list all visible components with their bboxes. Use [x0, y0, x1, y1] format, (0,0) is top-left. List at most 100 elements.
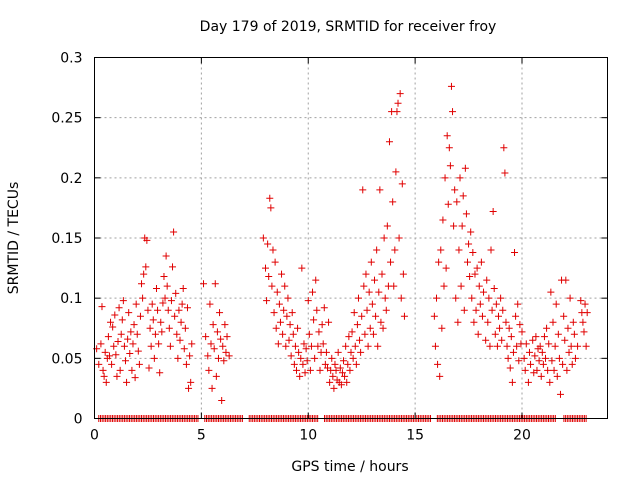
data-point: [321, 360, 329, 368]
data-point: [315, 328, 323, 336]
data-point: [459, 192, 467, 200]
y-tick-label: 0.2: [60, 171, 82, 187]
data-point: [305, 330, 313, 338]
data-point: [280, 306, 288, 314]
x-tick-label: 0: [90, 428, 99, 444]
y-tick-label: 0.3: [60, 51, 82, 67]
data-point: [163, 282, 171, 290]
data-point: [330, 384, 338, 392]
data-point: [346, 366, 354, 374]
data-point: [353, 321, 361, 329]
data-point: [472, 306, 480, 314]
data-point: [331, 360, 339, 368]
data-point: [348, 328, 356, 336]
data-point: [498, 336, 506, 344]
data-point: [177, 318, 185, 326]
data-point: [514, 300, 522, 308]
data-point: [159, 299, 167, 307]
y-axis-label: SRMTID / TECUs: [6, 182, 22, 295]
data-point: [150, 354, 158, 362]
data-point: [175, 306, 183, 314]
data-point: [347, 348, 355, 356]
y-tick-label: 0: [74, 412, 83, 428]
data-point: [522, 340, 530, 348]
data-point: [396, 90, 404, 98]
data-point: [478, 312, 486, 320]
data-point: [134, 347, 142, 355]
data-point: [451, 186, 459, 194]
data-point: [473, 264, 481, 272]
data-point: [306, 366, 314, 374]
data-point: [267, 204, 275, 212]
data-point: [301, 369, 309, 377]
data-point: [439, 216, 447, 224]
data-point: [476, 300, 484, 308]
data-point: [297, 354, 305, 362]
data-point: [392, 168, 400, 176]
data-point: [565, 348, 573, 356]
data-point: [580, 328, 588, 336]
data-point: [365, 288, 373, 296]
data-point: [351, 342, 359, 350]
data-point: [446, 162, 454, 170]
data-point: [562, 276, 570, 284]
data-point: [181, 324, 189, 332]
data-point: [342, 342, 350, 350]
data-point: [362, 270, 370, 278]
data-point: [278, 270, 286, 278]
data-point: [496, 324, 504, 332]
data-point: [100, 372, 108, 380]
x-tick-label: 5: [197, 428, 206, 444]
data-point: [169, 263, 177, 271]
data-point: [174, 354, 182, 362]
data-point: [535, 357, 543, 365]
data-point: [506, 364, 514, 372]
data-point: [291, 342, 299, 350]
data-point: [444, 200, 452, 208]
data-point: [179, 285, 187, 293]
data-point: [338, 369, 346, 377]
data-point: [352, 360, 360, 368]
data-point: [101, 348, 109, 356]
data-point: [360, 282, 368, 290]
data-point: [521, 366, 529, 374]
data-point: [363, 306, 371, 314]
y-tick-label: 0.05: [51, 351, 82, 367]
data-point: [482, 336, 490, 344]
data-point: [516, 321, 524, 329]
data-point: [116, 366, 124, 374]
data-point: [490, 285, 498, 293]
data-point: [380, 234, 388, 242]
data-point: [560, 312, 568, 320]
data-point: [204, 352, 212, 360]
data-point: [366, 324, 374, 332]
data-point: [220, 357, 228, 365]
data-point: [438, 324, 446, 332]
data-point: [531, 352, 539, 360]
data-point: [371, 276, 379, 284]
data-point: [452, 294, 460, 302]
y-tick-label: 0.1: [60, 291, 82, 307]
data-point: [120, 342, 128, 350]
data-point: [322, 348, 330, 356]
data-point: [475, 282, 483, 290]
data-point: [187, 378, 195, 386]
data-point: [272, 324, 280, 332]
data-point: [271, 258, 279, 266]
data-point: [361, 330, 369, 338]
data-point: [564, 324, 572, 332]
data-point: [129, 340, 137, 348]
data-point: [581, 300, 589, 308]
data-point: [379, 324, 387, 332]
data-point: [391, 246, 399, 254]
data-point: [468, 294, 476, 302]
data-point: [399, 270, 407, 278]
data-point: [107, 318, 115, 326]
axis-ticks: 0 5 10 15 20 0 0.05 0.1 0.15 0.2 0.25 0.3: [51, 51, 608, 444]
data-point: [542, 354, 550, 362]
data-point: [326, 378, 334, 386]
data-point: [350, 309, 358, 317]
data-point: [537, 372, 545, 380]
data-point: [131, 374, 139, 382]
